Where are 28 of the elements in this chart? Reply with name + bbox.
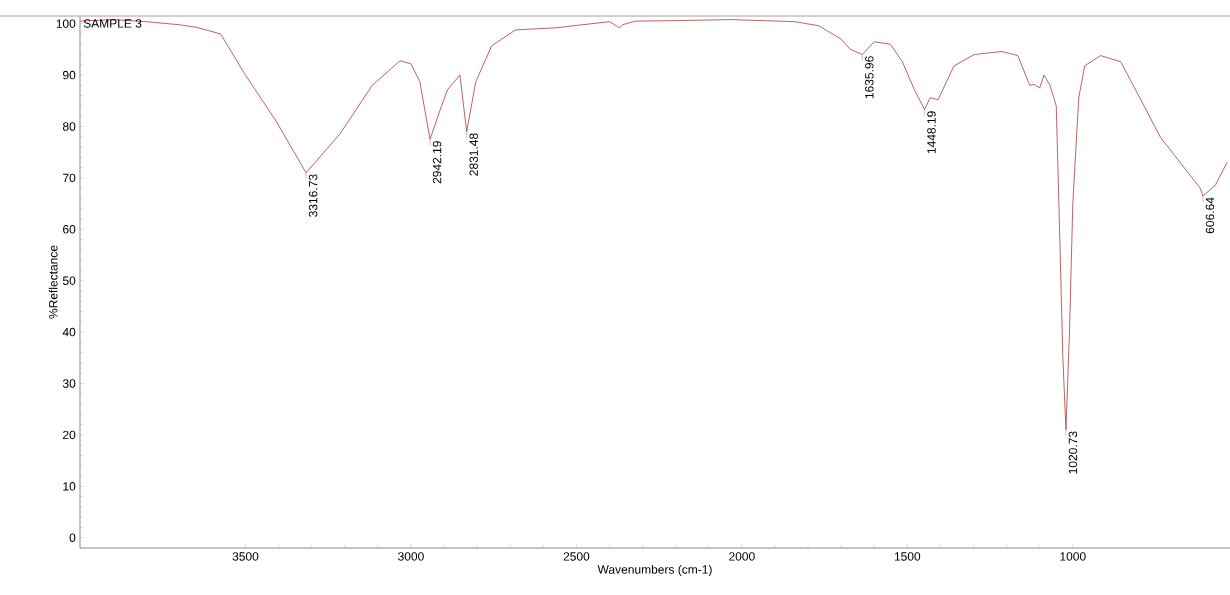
x-tick-label: 3500 [232,552,259,561]
y-tick-label: 40 [62,327,76,337]
x-axis-title: Wavenumbers (cm-1) [597,564,712,577]
y-tick-label: 30 [62,379,76,388]
x-tick-label: 1000 [1060,552,1086,561]
y-tick-label: 50 [62,276,76,285]
x-tick-label: 2000 [729,552,755,561]
x-tick-label: 2500 [563,552,590,561]
chart-title: SAMPLE 3 [83,19,142,28]
y-tick-label: 10 [63,482,76,491]
annotation: 2831.48 [469,133,478,176]
y-tick-label: 60 [63,225,76,234]
annotation: 2942.19 [432,141,442,184]
y-tick-label: 70 [63,173,76,183]
x-tick-label: 1500 [894,552,921,561]
annotation: 3316.73 [308,174,318,217]
y-tick-label: 20 [63,430,76,440]
annotation: 1635.96 [865,56,874,99]
y-tick-label: 80 [62,122,76,131]
y-tick-label: 0 [69,533,76,542]
annotation: 1020.73 [1068,431,1078,474]
y-tick-label: 90 [63,70,76,80]
y-axis-title: %Reflectance [48,245,58,319]
y-tick-label: 100 [56,19,76,28]
annotation: 1448.19 [927,111,936,154]
annotation: 606.64 [1205,197,1215,234]
line-series [79,19,1228,431]
x-tick-label: 3000 [398,552,424,561]
